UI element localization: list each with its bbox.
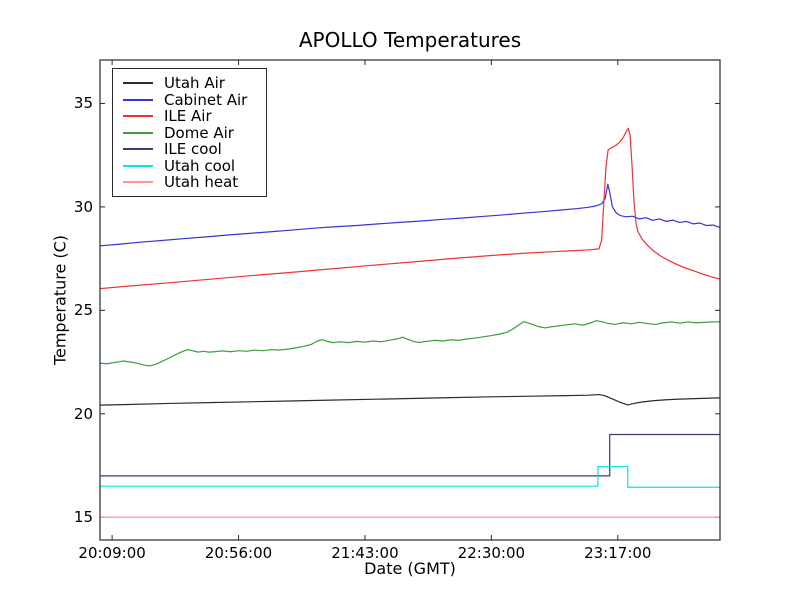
y-tick-label: 35: [73, 94, 93, 113]
legend-item: ILE Air: [113, 107, 266, 126]
legend-item: ILE cool: [113, 140, 266, 159]
legend-label: Cabinet Air: [164, 90, 248, 109]
y-axis-label: Temperature (C): [50, 234, 70, 366]
x-tick-label: 20:09:00: [78, 544, 146, 562]
y-tick-label: 25: [73, 301, 93, 320]
series-line-utah-air: [99, 393, 721, 406]
x-tick-label: 20:56:00: [204, 544, 273, 562]
legend-label: Utah cool: [164, 156, 236, 175]
x-axis-label: Date (GMT): [364, 559, 456, 578]
y-tick-label: 20: [73, 404, 93, 423]
legend-line-sample: [123, 131, 153, 134]
series-line-cabinet-air: [99, 183, 721, 247]
legend-label: ILE Air: [164, 107, 212, 126]
legend-item: Utah cool: [113, 156, 266, 175]
legend-line-sample: [123, 98, 153, 101]
legend-line-sample: [123, 164, 153, 167]
legend-item: Utah heat: [113, 173, 266, 192]
series-line-dome-air: [99, 320, 721, 367]
legend-item: Dome Air: [113, 123, 266, 142]
y-tick-label: 15: [73, 508, 93, 527]
legend-line-sample: [123, 115, 153, 118]
series-line-utah-cool: [100, 465, 720, 488]
legend-item: Cabinet Air: [113, 90, 266, 109]
legend: Utah Air Cabinet Air ILE Air Dome Air ILE co…: [112, 68, 267, 197]
legend-line-sample: [123, 148, 153, 151]
legend-line-sample: [123, 181, 153, 184]
chart-title: APOLLO Temperatures: [298, 28, 522, 52]
x-tick-label: 21:43:00: [331, 544, 399, 562]
x-tick-label: 23:17:00: [584, 544, 652, 562]
y-tick-label: 30: [73, 197, 93, 216]
x-tick-label: 22:30:00: [457, 544, 526, 562]
series-line-ile-cool: [100, 433, 720, 477]
legend-line-sample: [123, 82, 153, 85]
legend-label: Dome Air: [164, 123, 234, 142]
plot-frame: [99, 59, 721, 541]
legend-label: Utah heat: [164, 173, 239, 192]
legend-label: Utah Air: [164, 74, 225, 93]
legend-label: ILE cool: [164, 140, 222, 159]
series-line-ile-air: [99, 127, 721, 290]
legend-item: Utah Air: [113, 74, 266, 93]
